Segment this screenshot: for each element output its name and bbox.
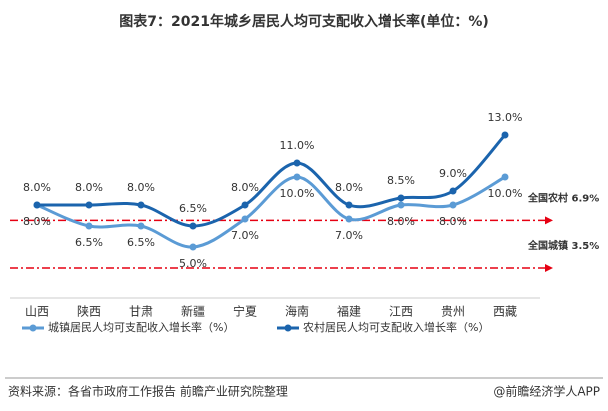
- point: [397, 201, 405, 209]
- point: [137, 201, 145, 209]
- point: [449, 187, 457, 195]
- point: [293, 173, 301, 181]
- value-label: 7.0%: [335, 229, 363, 242]
- point: [241, 215, 249, 223]
- chart-title: 图表7：2021年城乡居民人均可支配收入增长率(单位：%): [119, 13, 489, 30]
- reference-label: 全国城镇 3.5%: [527, 239, 599, 252]
- point: [397, 194, 405, 202]
- point: [345, 215, 353, 223]
- value-label: 8.0%: [439, 215, 467, 228]
- point: [293, 159, 301, 167]
- reference-label: 全国农村 6.9%: [527, 191, 599, 204]
- x-tick-label: 甘肃: [129, 305, 153, 319]
- value-label: 8.5%: [387, 174, 415, 187]
- series-line: [36, 175, 506, 249]
- x-tick-label: 新疆: [181, 304, 205, 319]
- point: [189, 222, 197, 230]
- point: [85, 222, 93, 230]
- x-tick-label: 海南: [285, 304, 309, 319]
- x-tick-label: 江西: [389, 305, 413, 319]
- value-label: 8.0%: [23, 215, 51, 228]
- legend-marker: [284, 324, 292, 332]
- point: [137, 222, 145, 230]
- credit: @前瞻经济学人APP: [493, 384, 600, 399]
- value-label: 8.0%: [75, 181, 103, 194]
- value-label: 8.0%: [231, 181, 259, 194]
- reference-arrow: [545, 264, 553, 272]
- series-line: [37, 133, 507, 228]
- point: [449, 201, 457, 209]
- x-tick-label: 西藏: [493, 305, 517, 319]
- legend-marker: [29, 324, 37, 332]
- value-label: 8.0%: [335, 181, 363, 194]
- value-label: 10.0%: [280, 187, 315, 200]
- value-label: 11.0%: [280, 139, 315, 152]
- x-tick-label: 陕西: [77, 304, 101, 319]
- reference-arrow: [545, 216, 553, 225]
- value-label: 5.0%: [179, 257, 207, 270]
- point: [85, 201, 93, 209]
- point: [345, 201, 353, 209]
- x-tick-label: 山西: [25, 305, 49, 319]
- value-label: 9.0%: [439, 167, 467, 180]
- value-label: 6.5%: [127, 236, 155, 249]
- legend-label: 农村居民人均可支配收入增长率（%）: [303, 320, 489, 334]
- point: [501, 131, 509, 139]
- value-label: 8.0%: [387, 215, 415, 228]
- value-label: 8.0%: [127, 181, 155, 194]
- x-tick-label: 宁夏: [233, 304, 257, 319]
- value-label: 8.0%: [23, 181, 51, 194]
- value-label: 10.0%: [488, 187, 523, 200]
- value-label: 6.5%: [75, 236, 103, 249]
- point: [33, 201, 41, 209]
- x-tick-label: 贵州: [441, 305, 465, 319]
- point: [241, 201, 249, 209]
- value-label: 7.0%: [231, 229, 259, 242]
- value-label: 6.5%: [179, 202, 207, 215]
- point: [189, 243, 197, 251]
- source: 资料来源：各省市政府工作报告 前瞻产业研究院整理: [8, 384, 288, 399]
- value-label: 13.0%: [488, 111, 523, 124]
- point: [501, 173, 509, 181]
- legend-label: 城镇居民人均可支配收入增长率（%）: [48, 320, 234, 334]
- x-tick-label: 福建: [337, 304, 361, 319]
